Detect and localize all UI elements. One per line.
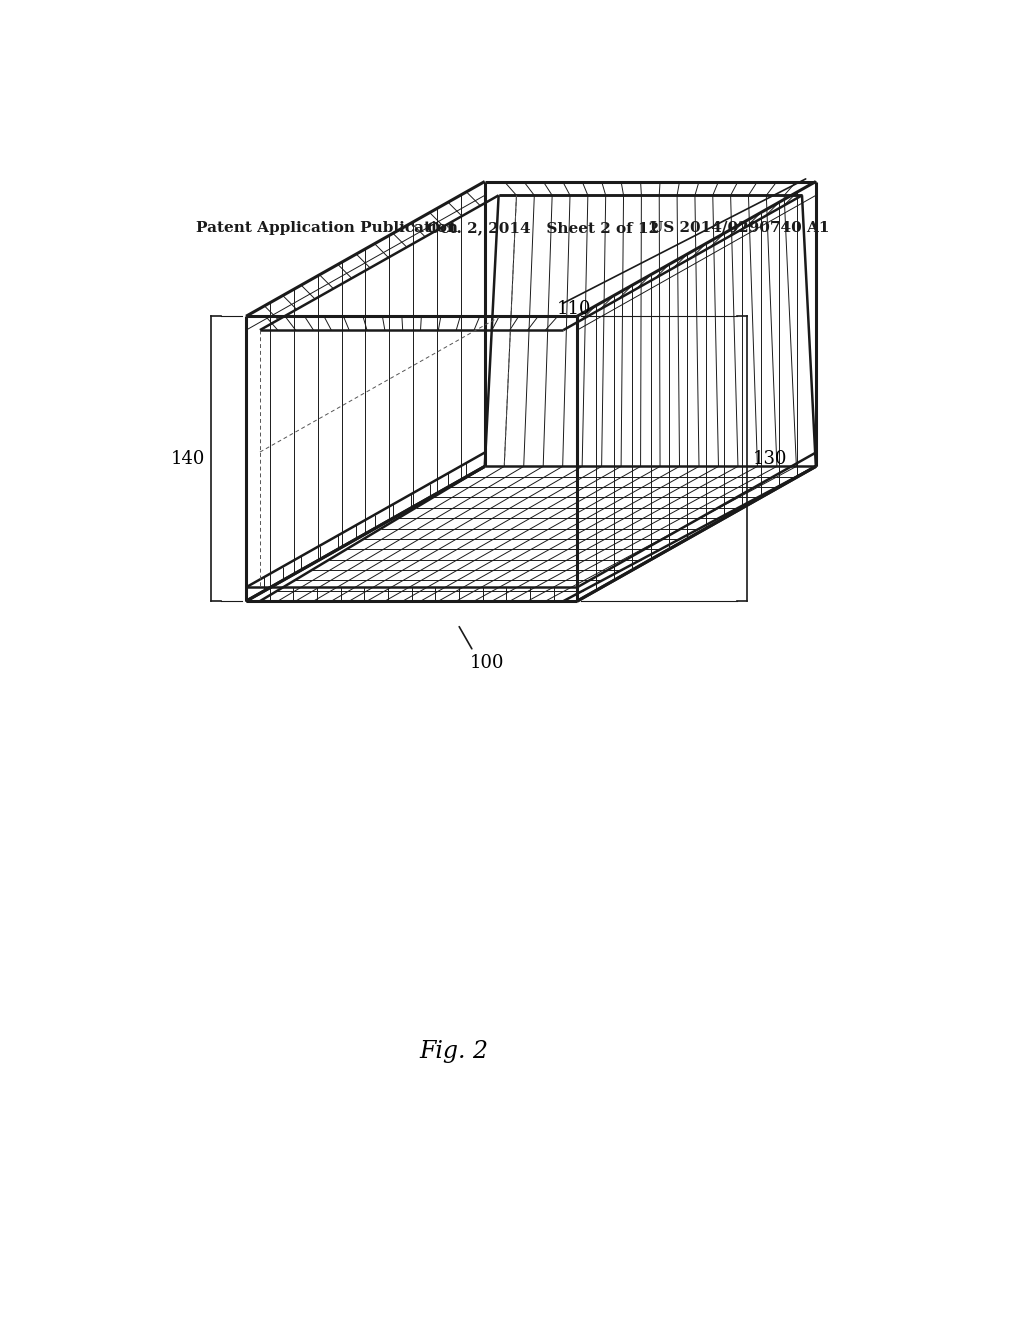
Text: 130: 130	[753, 450, 787, 467]
Text: US 2014/0290740 A1: US 2014/0290740 A1	[650, 220, 829, 235]
Text: 110: 110	[556, 300, 591, 318]
Text: 100: 100	[469, 653, 504, 672]
Text: Patent Application Publication: Patent Application Publication	[196, 220, 458, 235]
Text: Oct. 2, 2014   Sheet 2 of 12: Oct. 2, 2014 Sheet 2 of 12	[427, 220, 659, 235]
Text: Fig. 2: Fig. 2	[420, 1040, 488, 1063]
Text: 140: 140	[171, 450, 205, 467]
